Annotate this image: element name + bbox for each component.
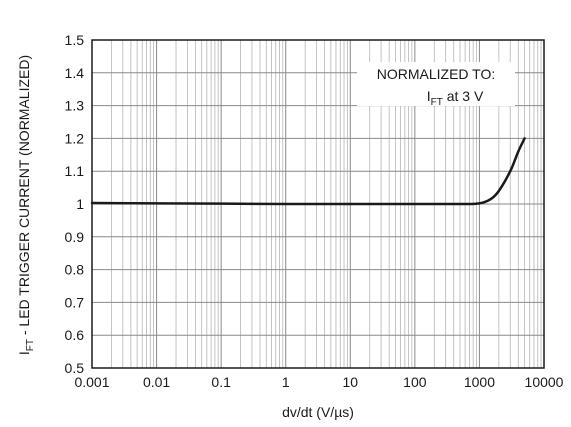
annotation-line2: IFT at 3 V: [427, 88, 484, 108]
y-tick-label: 0.8: [65, 262, 85, 278]
x-tick-label: 10: [342, 374, 358, 390]
y-tick-label: 1.2: [65, 130, 85, 146]
series-line: [90, 137, 526, 206]
annotation-line1: NORMALIZED TO:: [377, 66, 496, 82]
y-axis-symbol: I: [16, 351, 32, 355]
x-tick-label: 0.001: [74, 374, 109, 390]
annotation-rest: at 3 V: [443, 88, 484, 104]
x-tick-label: 10000: [525, 374, 564, 390]
y-tick-label: 1.3: [65, 98, 85, 114]
x-tick-label: 1000: [464, 374, 495, 390]
y-axis-rest: - LED TRIGGER CURRENT (NORMALIZED): [16, 55, 32, 339]
y-tick-label: 1.5: [65, 32, 85, 48]
plot-frame: [91, 39, 545, 369]
y-tick-labels: 0.5 0.6 0.7 0.8 0.9 1 1.1 1.2 1.3 1.4 1.5: [65, 32, 85, 376]
x-tick-label: 0.1: [211, 374, 231, 390]
y-axis-title: IFT - LED TRIGGER CURRENT (NORMALIZED): [16, 55, 36, 355]
y-tick-label: 1.4: [65, 65, 85, 81]
y-axis-subscript: FT: [25, 339, 36, 351]
y-tick-label: 1: [76, 196, 84, 212]
y-tick-label: 0.5: [65, 360, 85, 376]
annotation-background: [357, 62, 515, 106]
y-tick-label: 0.6: [65, 327, 85, 343]
annotation-box: NORMALIZED TO: IFT at 3 V: [357, 62, 515, 108]
x-tick-label: 0.01: [143, 374, 170, 390]
annotation-subscript: FT: [431, 97, 443, 108]
y-tick-label: 0.7: [65, 294, 85, 310]
y-tick-label: 0.9: [65, 229, 85, 245]
annotation-symbol: I: [427, 88, 431, 104]
x-tick-label: 1: [282, 374, 290, 390]
x-axis-title: dv/dt (V/µs): [282, 404, 354, 420]
x-tick-label: 100: [403, 374, 427, 390]
y-tick-label: 1.1: [65, 163, 85, 179]
x-tick-labels: 0.001 0.01 0.1 1 10 100 1000 10000: [74, 374, 563, 390]
